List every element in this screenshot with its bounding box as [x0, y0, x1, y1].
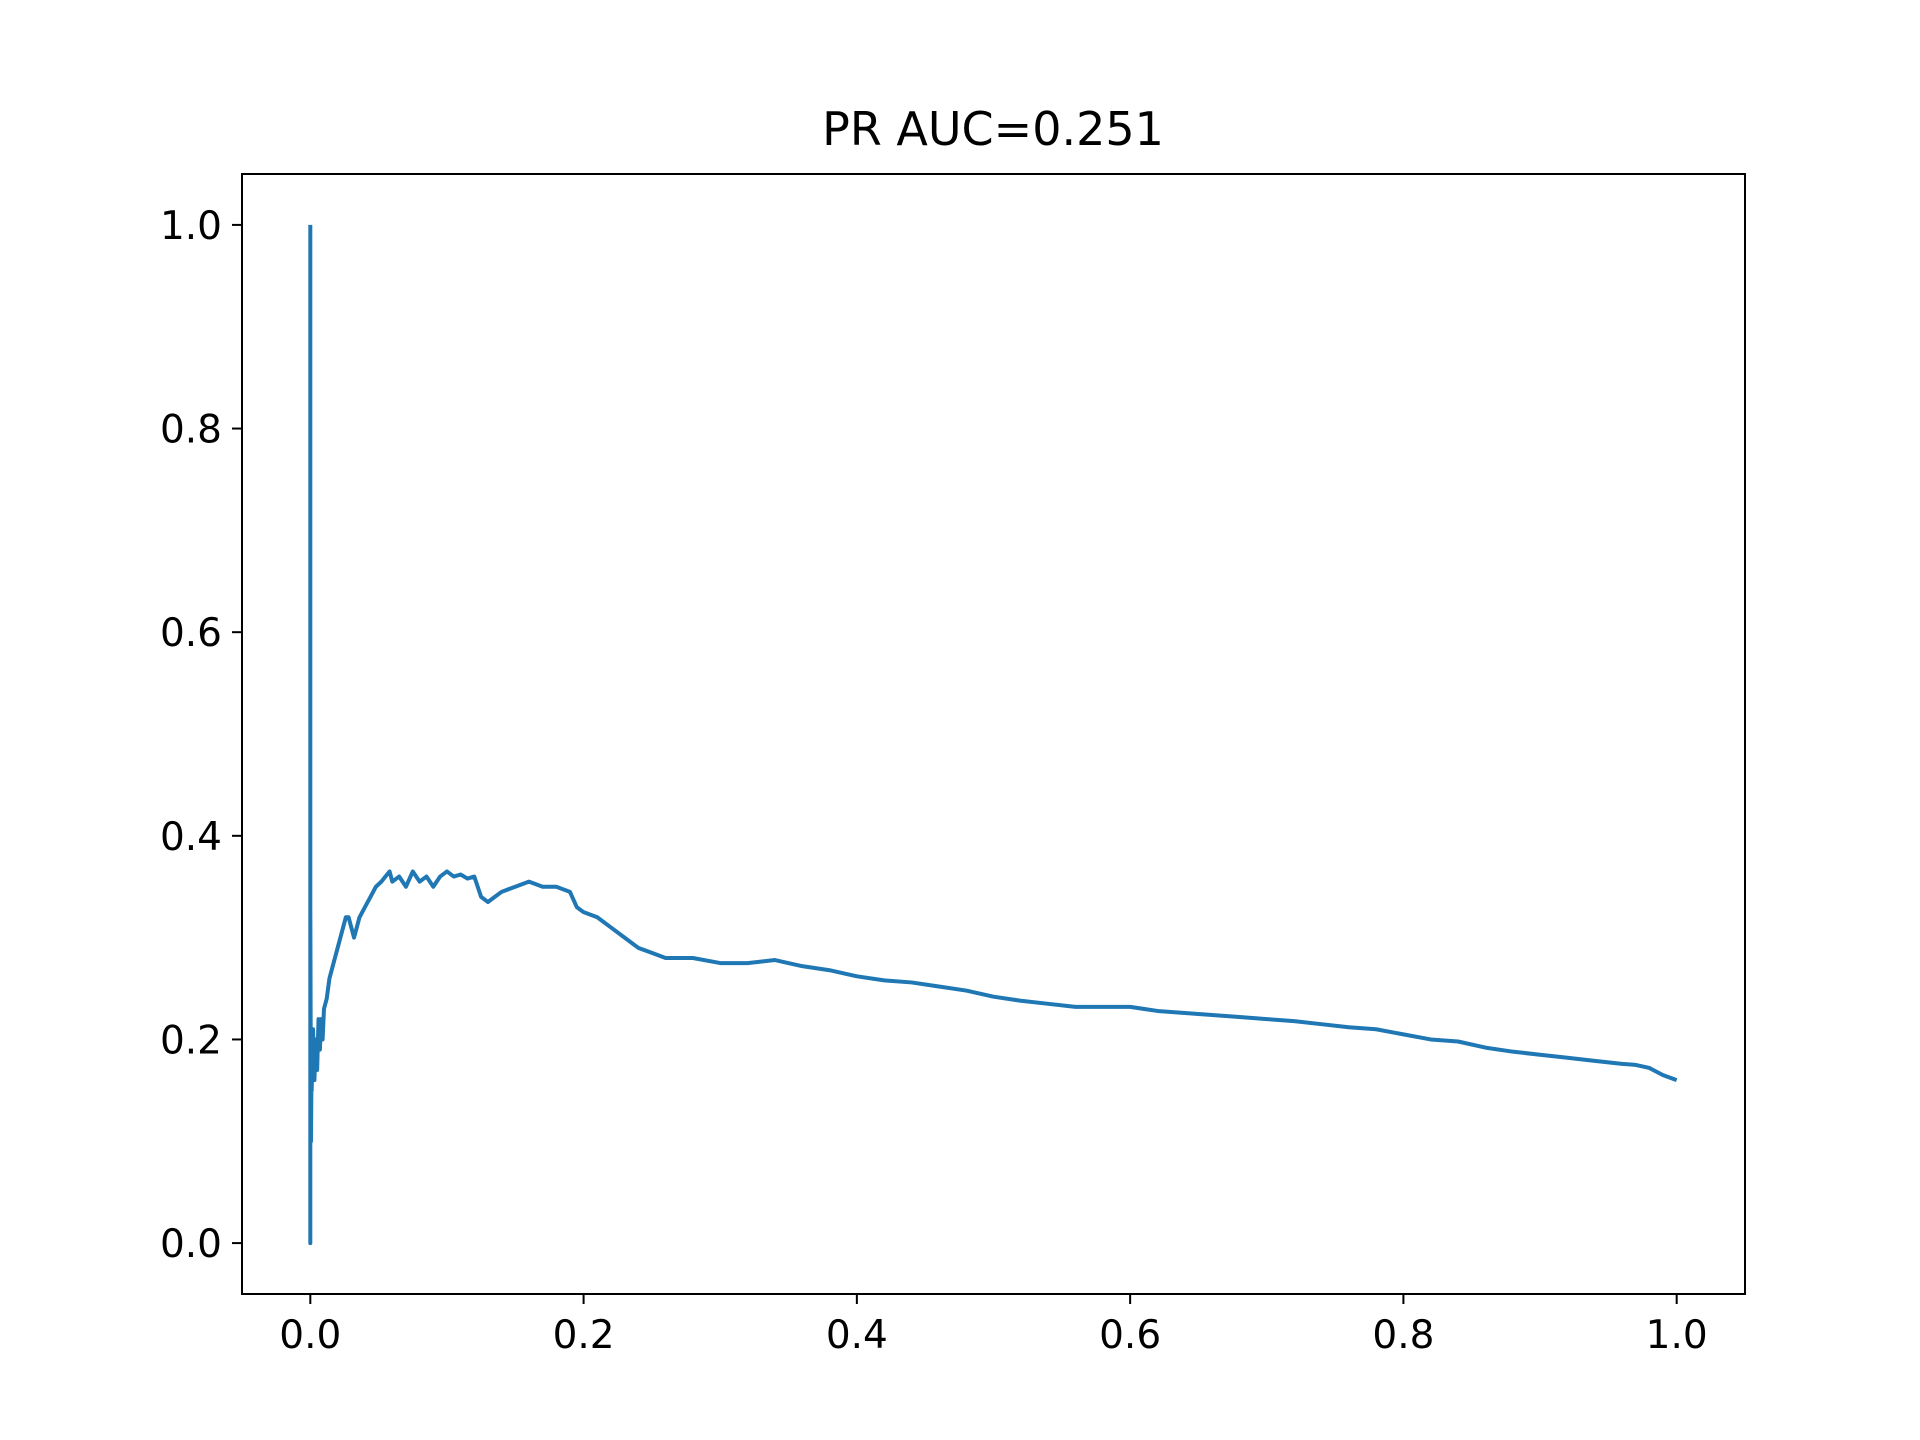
chart-title: PR AUC=0.251 [822, 102, 1164, 156]
x-tick-label: 0.6 [1099, 1313, 1161, 1358]
x-tick-label: 0.2 [553, 1313, 615, 1358]
y-tick-label: 0.0 [160, 1222, 222, 1267]
y-tick-label: 0.2 [160, 1018, 222, 1063]
x-axis: 0.0 0.2 0.4 0.6 0.8 1.0 [279, 1294, 1708, 1358]
x-tick-label: 1.0 [1646, 1313, 1708, 1358]
y-tick-label: 0.4 [160, 815, 222, 860]
series-layer [308, 224, 1678, 1246]
y-tick-label: 0.6 [160, 611, 222, 656]
y-tick-label: 1.0 [160, 204, 222, 249]
y-tick-label: 0.8 [160, 408, 222, 453]
y-axis: 0.0 0.2 0.4 0.6 0.8 1.0 [160, 204, 242, 1267]
plot-frame [241, 173, 1746, 1295]
x-tick-label: 0.0 [279, 1313, 341, 1358]
series-line-0 [308, 224, 1678, 1246]
x-tick-label: 0.4 [826, 1313, 888, 1358]
x-tick-label: 0.8 [1372, 1313, 1434, 1358]
